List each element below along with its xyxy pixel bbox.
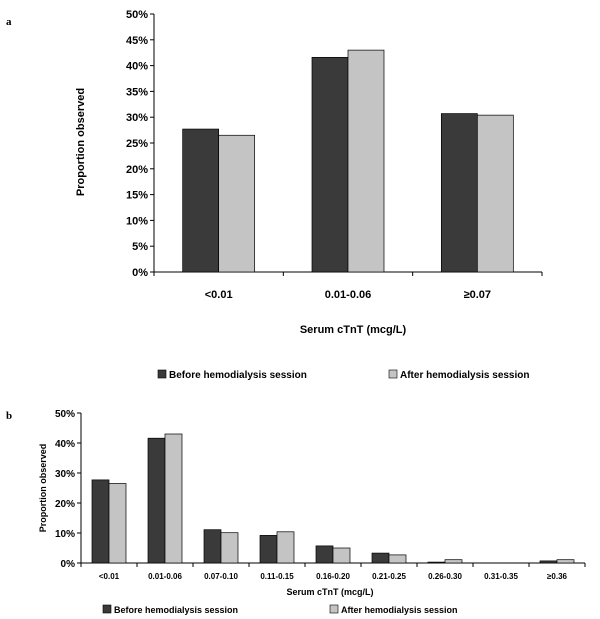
legend-swatch-before-b [102, 604, 112, 614]
bar-after-5 [388, 554, 407, 564]
bar-after-0 [218, 134, 256, 273]
y-tick-label: 10% [55, 529, 75, 540]
bar-before-8 [539, 560, 558, 564]
x-category-label: 0.16-0.20 [316, 572, 350, 581]
bar-after-2 [220, 532, 239, 564]
y-tick-label: 50% [126, 9, 148, 21]
x-category-label: <0.01 [99, 572, 120, 581]
x-category-label: 0.01-0.06 [325, 289, 371, 301]
bar-before-0 [182, 128, 220, 273]
x-category-label: ≥0.07 [464, 289, 491, 301]
legend-label-after-a: After hemodialysis session [400, 370, 530, 381]
legend-b: Before hemodialysis session After hemodi… [102, 604, 458, 615]
bar-before-3 [259, 535, 278, 564]
chart-a: a Proportion observed Serum cTnT (mcg/L)… [6, 9, 543, 381]
x-axis-title-b: Serum cTnT (mcg/L) [286, 587, 373, 597]
bar-before-2 [203, 529, 222, 564]
bar-after-1 [347, 49, 385, 273]
panel-label-b: b [6, 410, 12, 422]
bar-before-2 [440, 113, 478, 273]
bar-after-0 [108, 483, 127, 564]
y-tick-label: 45% [126, 35, 148, 47]
x-category-label: 0.01-0.06 [148, 572, 182, 581]
legend-label-before-a: Before hemodialysis session [169, 370, 307, 381]
bar-after-4 [332, 547, 351, 564]
legend-swatch-before-a [157, 369, 167, 379]
bar-after-2 [476, 114, 514, 273]
bar-before-0 [91, 479, 110, 564]
y-axis-title-b: Proportion observed [38, 444, 48, 533]
bar-before-4 [315, 545, 334, 564]
legend-a: Before hemodialysis session After hemodi… [157, 369, 530, 381]
y-tick-label: 20% [126, 164, 148, 176]
x-category-label: ≥0.36 [547, 572, 568, 581]
y-tick-label: 15% [126, 190, 148, 202]
bar-after-1 [164, 433, 183, 564]
y-tick-label: 35% [126, 86, 148, 98]
legend-label-after-b: After hemodialysis session [341, 605, 458, 615]
y-axis-title-a: Proportion observed [75, 88, 87, 196]
x-category-label: 0.21-0.25 [372, 572, 406, 581]
x-category-label: 0.11-0.15 [260, 572, 294, 581]
panel-label-a: a [6, 16, 12, 28]
legend-label-before-b: Before hemodialysis session [114, 605, 238, 615]
y-tick-label: 40% [126, 61, 148, 73]
bar-before-1 [147, 437, 166, 564]
bar-before-1 [311, 56, 349, 273]
x-axis-title-a: Serum cTnT (mcg/L) [300, 324, 407, 336]
x-category-label: 0.07-0.10 [204, 572, 238, 581]
y-tick-label: 25% [126, 138, 148, 150]
y-tick-label: 50% [55, 409, 75, 420]
y-tick-label: 30% [55, 469, 75, 480]
bar-before-6 [427, 561, 446, 564]
x-category-label: 0.31-0.35 [484, 572, 518, 581]
bar-after-3 [276, 531, 295, 564]
legend-swatch-after-b [329, 604, 339, 614]
chart-b: b Proportion observed Serum cTnT (mcg/L)… [6, 409, 586, 615]
bar-after-6 [444, 559, 463, 564]
y-tick-label: 40% [55, 439, 75, 450]
bar-before-5 [371, 552, 390, 564]
y-tick-label: 0% [132, 267, 148, 279]
bar-after-8 [556, 559, 575, 564]
y-tick-label: 10% [126, 215, 148, 227]
x-category-label: 0.26-0.30 [428, 572, 462, 581]
y-tick-label: 0% [61, 559, 76, 570]
x-category-label: <0.01 [205, 289, 233, 301]
y-tick-label: 20% [55, 499, 75, 510]
legend-swatch-after-a [388, 369, 398, 379]
y-tick-label: 5% [132, 241, 148, 253]
y-tick-label: 30% [126, 112, 148, 124]
